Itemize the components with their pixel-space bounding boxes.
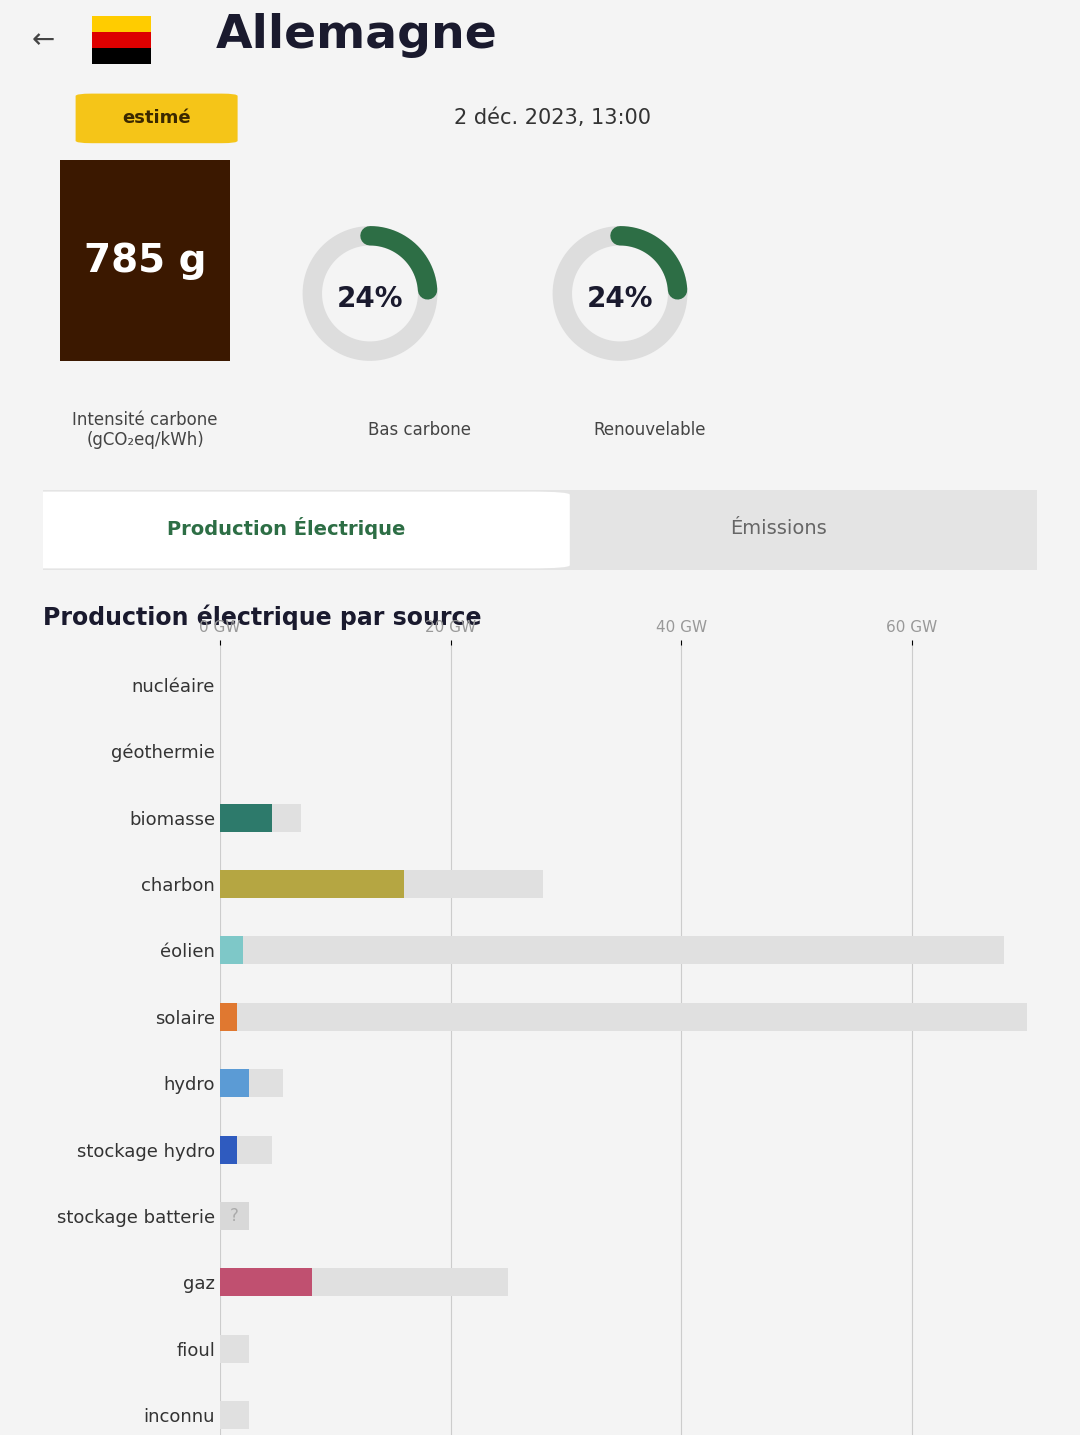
Bar [220, 1003, 1027, 1030]
Bar [220, 804, 272, 831]
Text: 785 g: 785 g [84, 243, 206, 280]
Text: Production électrique par source: Production électrique par source [43, 604, 482, 630]
FancyBboxPatch shape [0, 486, 1080, 574]
Bar [220, 1069, 283, 1098]
FancyBboxPatch shape [92, 47, 151, 65]
Text: Allemagne: Allemagne [216, 13, 498, 57]
Text: Production Électrique: Production Électrique [167, 518, 406, 540]
Text: 24%: 24% [337, 286, 403, 313]
Bar [220, 1269, 312, 1296]
Bar [220, 1335, 248, 1363]
Bar [220, 804, 300, 831]
FancyBboxPatch shape [76, 93, 238, 144]
Bar [220, 1003, 238, 1030]
Bar [220, 937, 1004, 964]
Bar [220, 1135, 272, 1164]
Bar [220, 937, 243, 964]
Text: Intensité carbone
(gCO₂eq/kWh): Intensité carbone (gCO₂eq/kWh) [72, 410, 218, 449]
FancyBboxPatch shape [46, 145, 244, 377]
FancyBboxPatch shape [13, 492, 570, 568]
FancyBboxPatch shape [92, 32, 151, 47]
Text: 785 g: 785 g [84, 243, 206, 280]
Text: Renouvelable: Renouvelable [594, 420, 706, 439]
Text: Bas carbone: Bas carbone [368, 420, 472, 439]
Bar [220, 1203, 248, 1230]
Text: Émissions: Émissions [730, 519, 827, 538]
Text: ←: ← [31, 26, 55, 55]
Text: 2 déc. 2023, 13:00: 2 déc. 2023, 13:00 [454, 109, 650, 128]
Text: estimé: estimé [122, 109, 191, 128]
FancyBboxPatch shape [92, 16, 151, 32]
Bar [220, 1401, 248, 1429]
Text: 24%: 24% [586, 286, 653, 313]
Bar [220, 1269, 509, 1296]
Bar [174, 1135, 220, 1164]
Bar [220, 1069, 248, 1098]
Bar [220, 1135, 238, 1164]
Text: ?: ? [230, 1207, 239, 1225]
Bar [220, 870, 543, 898]
Bar [220, 870, 404, 898]
